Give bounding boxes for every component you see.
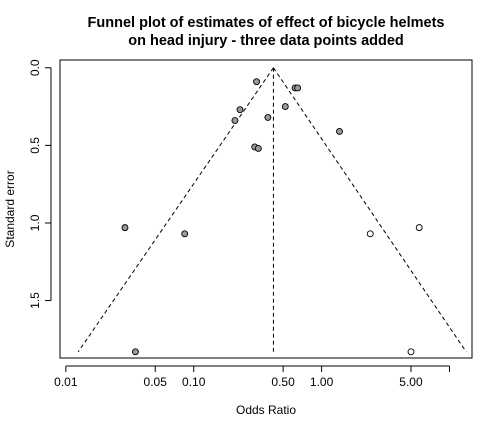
data-points [121, 78, 423, 356]
funnel-lines [77, 67, 467, 353]
study-point-8 [336, 127, 343, 135]
y-tick-label: 0.5 [28, 137, 42, 154]
study-point-3 [294, 84, 302, 92]
added-point-1 [366, 230, 374, 238]
study-point-4 [236, 106, 244, 114]
funnel-line-2 [273, 67, 467, 353]
x-axis: 0.01 0.05 0.10 0.50 1.00 5.00 [54, 365, 450, 389]
plot-frame [59, 59, 473, 359]
study-point-1 [253, 78, 261, 86]
study-point-11 [121, 224, 129, 232]
x-tick-label: 0.05 [144, 375, 168, 389]
x-tick-label: 0.10 [182, 375, 206, 389]
chart-title-line-1: Funnel plot of estimates of effect of bi… [88, 15, 445, 31]
chart-title-line-2: on head injury - three data points added [128, 33, 404, 49]
x-tick-label: 0.01 [54, 375, 78, 389]
study-point-6 [264, 113, 272, 121]
x-tick-label: 0.50 [271, 375, 295, 389]
study-point-10 [254, 145, 262, 152]
study-point-13 [131, 348, 139, 356]
chart-title: Funnel plot of estimates of effect of bi… [88, 15, 445, 49]
study-point-7 [281, 103, 289, 111]
y-axis-label: Standard error [3, 170, 17, 247]
y-tick-label: 1.5 [28, 292, 42, 309]
added-point-2 [415, 224, 423, 232]
x-axis-label: Odds Ratio [236, 403, 296, 417]
x-tick-label: 1.00 [310, 375, 334, 389]
y-tick-label: 0.0 [28, 59, 42, 76]
y-tick-label: 1.0 [28, 214, 42, 231]
added-point-3 [407, 348, 415, 356]
study-point-12 [181, 230, 189, 238]
study-point-5 [231, 117, 239, 124]
x-tick-label: 5.00 [399, 375, 423, 389]
y-axis: 0.0 0.5 1.0 1.5 [28, 59, 52, 309]
funnel-line-1 [77, 67, 274, 353]
